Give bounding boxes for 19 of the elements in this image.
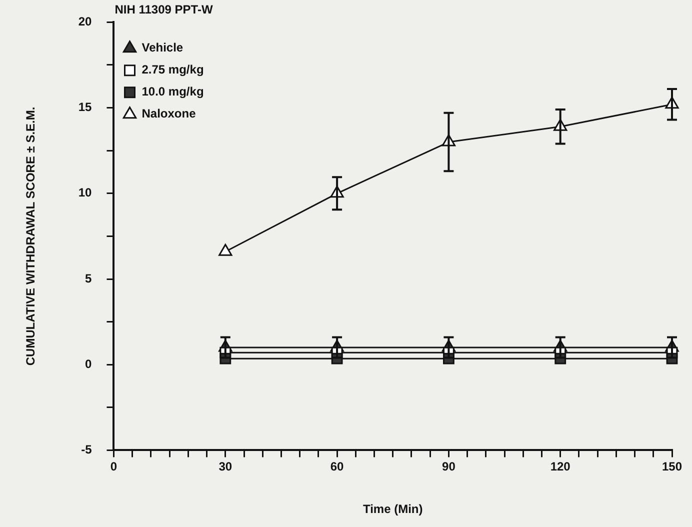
x-tick-label: 30 [218, 460, 232, 474]
x-tick-label: 60 [330, 460, 344, 474]
legend-title: NIH 11309 PPT-W [114, 2, 214, 16]
x-tick-label: 120 [550, 460, 571, 474]
y-axis-title: CUMULATIVE WITHDRAWAL SCORE ± S.E.M. [24, 106, 38, 366]
y-tick-label: 5 [85, 271, 92, 286]
x-tick-label: 90 [442, 460, 456, 474]
legend-label: 10.0 mg/kg [142, 84, 204, 99]
y-tick-label: 0 [85, 356, 92, 371]
x-tick-label: 150 [662, 460, 682, 474]
y-tick-label: 20 [78, 14, 92, 29]
legend-label: Vehicle [142, 40, 184, 55]
y-tick-label: -5 [81, 442, 92, 457]
y-tick-label: 15 [78, 100, 92, 114]
x-tick-label: 0 [110, 460, 118, 474]
y-tick-label: 10 [78, 186, 92, 200]
legend-label: Naloxone [142, 106, 196, 121]
legend-label: 2.75 mg/kg [142, 62, 204, 77]
x-axis-title: Time (Min) [362, 502, 423, 516]
